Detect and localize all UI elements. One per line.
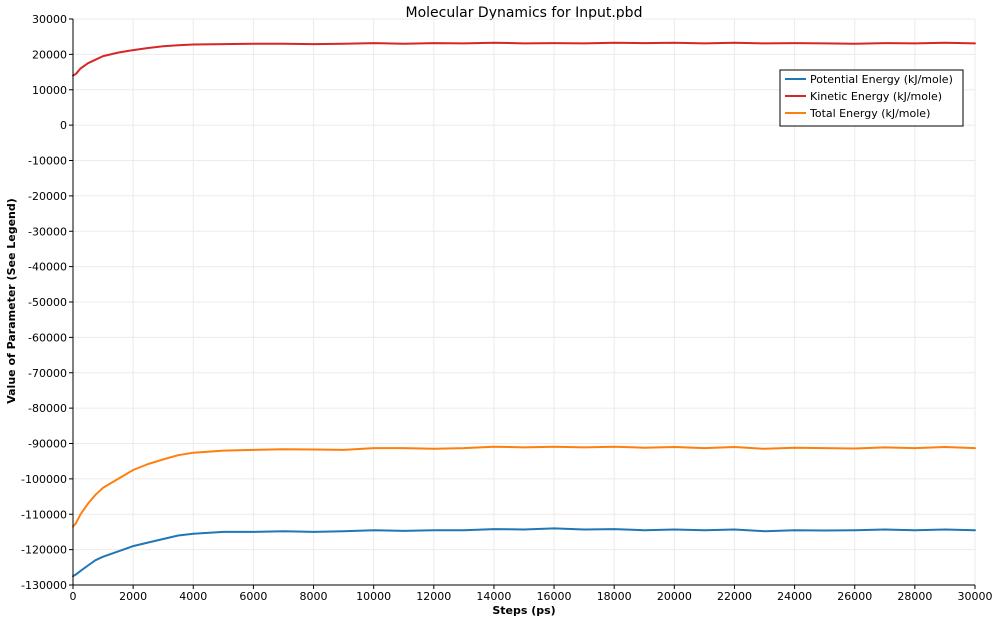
legend-label-1: Kinetic Energy (kJ/mole) — [810, 90, 942, 103]
x-tick-label: 2000 — [119, 590, 147, 603]
y-tick-label: -30000 — [28, 225, 67, 238]
y-tick-label: -120000 — [21, 544, 67, 557]
y-tick-label: 0 — [60, 119, 67, 132]
y-tick-label: -100000 — [21, 473, 67, 486]
y-tick-label: -130000 — [21, 579, 67, 592]
y-axis-title: Value of Parameter (See Legend) — [5, 198, 18, 404]
y-tick-label: -90000 — [28, 438, 67, 451]
y-tick-label: 20000 — [32, 48, 67, 61]
x-tick-label: 10000 — [356, 590, 391, 603]
x-tick-label: 26000 — [837, 590, 872, 603]
x-tick-label: 20000 — [657, 590, 692, 603]
x-tick-label: 8000 — [300, 590, 328, 603]
y-tick-label: -40000 — [28, 261, 67, 274]
series-line-0 — [72, 527, 976, 578]
x-tick-label: 4000 — [179, 590, 207, 603]
x-tick-label: 16000 — [537, 590, 572, 603]
x-tick-label: 18000 — [597, 590, 632, 603]
y-tick-label: 10000 — [32, 84, 67, 97]
x-tick-label: 30000 — [958, 590, 993, 603]
legend-label-0: Potential Energy (kJ/mole) — [810, 73, 953, 86]
x-axis-ticks: 0 2000 4000 6000 8000 10000 12000 14000 16000 180… — [70, 585, 993, 603]
series-lines — [72, 41, 976, 578]
x-axis-title: Steps (ps) — [492, 604, 555, 617]
y-tick-label: -50000 — [28, 296, 67, 309]
y-tick-label: -10000 — [28, 155, 67, 168]
series-line-1 — [72, 41, 976, 77]
legend: Potential Energy (kJ/mole) Kinetic Energy… — [779, 69, 964, 127]
series-line-2 — [72, 445, 976, 528]
x-tick-label: 24000 — [777, 590, 812, 603]
x-tick-label: 6000 — [239, 590, 267, 603]
legend-box — [779, 69, 964, 127]
chart-title: Molecular Dynamics for Input.pbd — [406, 5, 643, 21]
y-tick-label: -20000 — [28, 190, 67, 203]
y-tick-label: -110000 — [21, 508, 67, 521]
y-axis-ticks: 30000 20000 10000 0 -10000 -20000 -30000 -40000… — [21, 13, 73, 592]
x-tick-label: 12000 — [416, 590, 451, 603]
x-tick-label: 0 — [70, 590, 77, 603]
x-tick-label: 14000 — [476, 590, 511, 603]
x-tick-label: 28000 — [897, 590, 932, 603]
y-tick-label: 30000 — [32, 13, 67, 26]
y-tick-label: -60000 — [28, 331, 67, 344]
y-tick-label: -80000 — [28, 402, 67, 415]
legend-label-2: Total Energy (kJ/mole) — [809, 107, 930, 120]
y-tick-label: -70000 — [28, 367, 67, 380]
x-tick-label: 22000 — [717, 590, 752, 603]
